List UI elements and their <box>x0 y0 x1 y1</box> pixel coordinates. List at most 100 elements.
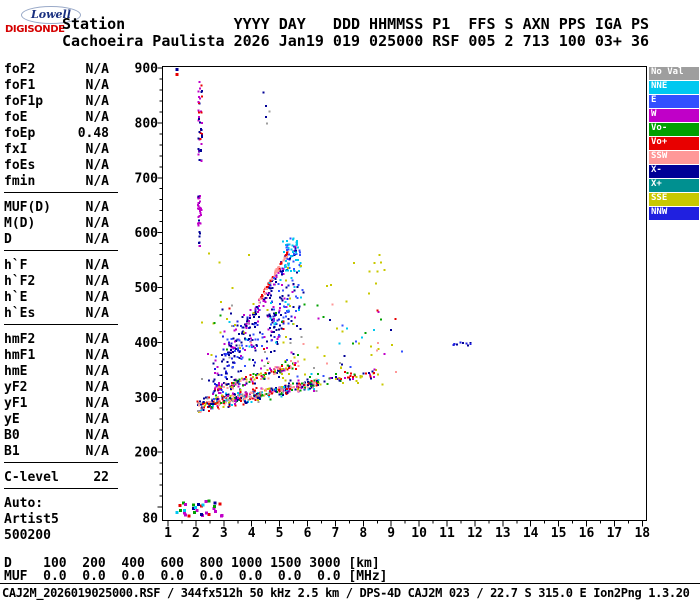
echo-point <box>211 399 214 402</box>
echo-point <box>221 308 224 311</box>
echo-point <box>253 393 256 396</box>
echo-point <box>281 373 283 376</box>
echo-point <box>193 506 197 510</box>
echo-point <box>200 111 203 114</box>
echo-point <box>217 408 220 411</box>
echo-point <box>237 391 240 394</box>
echo-point <box>345 300 348 303</box>
echo-point <box>260 378 262 381</box>
echo-point <box>222 358 225 361</box>
echo-point <box>262 377 265 380</box>
echo-point <box>198 241 201 244</box>
parameter-group: hmF2 N/A hmF1 N/A hmE N/A yF2 N/A yF1 N/A yE N/A B0 N… <box>4 332 118 463</box>
echo-point <box>280 321 283 324</box>
echo-point <box>198 404 201 407</box>
echo-point <box>226 361 229 364</box>
param-label: h`Es <box>4 306 36 321</box>
echo-point <box>257 338 260 341</box>
x-tick-label: 14 <box>523 526 539 541</box>
echo-point <box>238 346 241 349</box>
echo-point <box>218 384 221 387</box>
echo-point <box>233 323 236 326</box>
echo-point <box>277 311 280 314</box>
echo-point <box>292 283 295 285</box>
echo-point <box>465 342 468 345</box>
echo-point <box>288 310 291 313</box>
param-value: N/A <box>85 258 109 273</box>
echo-point <box>278 368 281 371</box>
echo-point <box>355 340 358 343</box>
echo-point <box>227 393 230 396</box>
y-tick-label: 300 <box>135 391 159 406</box>
echo-point <box>217 388 219 391</box>
echo-point <box>249 340 252 343</box>
echo-point <box>300 296 302 299</box>
param-label: B1 <box>4 444 20 459</box>
echo-point <box>289 366 292 369</box>
echo-point <box>282 305 285 308</box>
echo-point <box>286 298 289 301</box>
echo-point <box>240 358 243 360</box>
echo-point <box>289 257 292 260</box>
echo-point <box>226 338 229 341</box>
echo-point <box>261 375 264 378</box>
echo-point <box>394 318 397 321</box>
echo-point <box>207 252 210 255</box>
echo-point <box>285 367 288 370</box>
echo-point <box>197 119 200 122</box>
echo-point <box>217 374 220 376</box>
echo-point <box>272 390 275 393</box>
echo-point <box>349 365 352 368</box>
echo-point <box>229 397 232 400</box>
echo-point <box>235 379 238 382</box>
echo-point <box>224 392 227 395</box>
echo-point <box>253 389 256 392</box>
echo-point <box>314 381 317 384</box>
legend-entry-e: E <box>649 95 699 108</box>
echo-point <box>307 388 310 391</box>
echo-point <box>285 255 288 258</box>
echo-point <box>270 278 273 281</box>
echo-point <box>292 260 295 263</box>
echo-point <box>312 388 315 391</box>
echo-point <box>223 330 226 333</box>
echo-point <box>221 383 224 386</box>
echo-point <box>198 138 201 141</box>
param-label: foF2 <box>4 62 36 77</box>
echo-point <box>230 324 233 327</box>
echo-point <box>346 371 349 374</box>
echo-point <box>240 344 243 347</box>
echo-point <box>251 391 254 394</box>
legend-entry-noval: No Val <box>649 67 699 80</box>
param-row-hmf2: hmF2 N/A <box>4 332 118 348</box>
echo-point <box>299 251 302 254</box>
echo-point <box>220 300 223 303</box>
echo-point <box>296 296 299 299</box>
param-value: 0.48 <box>77 126 109 141</box>
echo-point <box>253 395 256 397</box>
echo-point <box>273 312 275 315</box>
echo-point <box>302 291 305 294</box>
echo-point <box>252 303 255 306</box>
echo-point <box>310 373 313 376</box>
echo-point <box>295 385 298 388</box>
param-value: N/A <box>85 348 109 363</box>
header-values: 2026 Jan19 019 025000 RSF 005 2 713 100 … <box>224 32 650 50</box>
echo-point <box>291 291 294 294</box>
echo-point <box>198 159 201 162</box>
echo-point <box>260 367 263 370</box>
echo-point <box>261 294 264 297</box>
echo-point <box>290 351 293 354</box>
echo-point <box>245 395 248 398</box>
echo-point <box>230 382 233 384</box>
echo-point <box>213 398 216 401</box>
echo-point <box>234 347 237 350</box>
echo-point <box>295 249 298 252</box>
echo-point <box>260 372 262 375</box>
param-row-hf: h`F N/A <box>4 258 118 274</box>
echo-point <box>294 245 297 248</box>
echo-point <box>198 131 201 134</box>
echo-point <box>193 510 197 514</box>
header-column-titles: YYYY DAY DDD HHMMSS P1 FFS S AXN PPS IGA… <box>125 15 650 33</box>
echo-point <box>244 332 247 335</box>
